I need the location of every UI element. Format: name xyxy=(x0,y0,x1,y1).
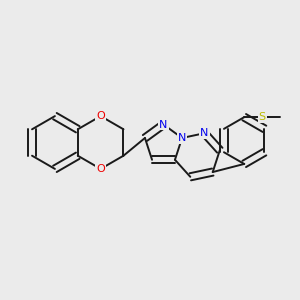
Text: N: N xyxy=(200,128,209,138)
Text: N: N xyxy=(178,133,186,143)
Text: S: S xyxy=(259,112,266,122)
Text: N: N xyxy=(159,119,168,130)
Text: O: O xyxy=(96,164,105,174)
Text: O: O xyxy=(96,111,105,121)
